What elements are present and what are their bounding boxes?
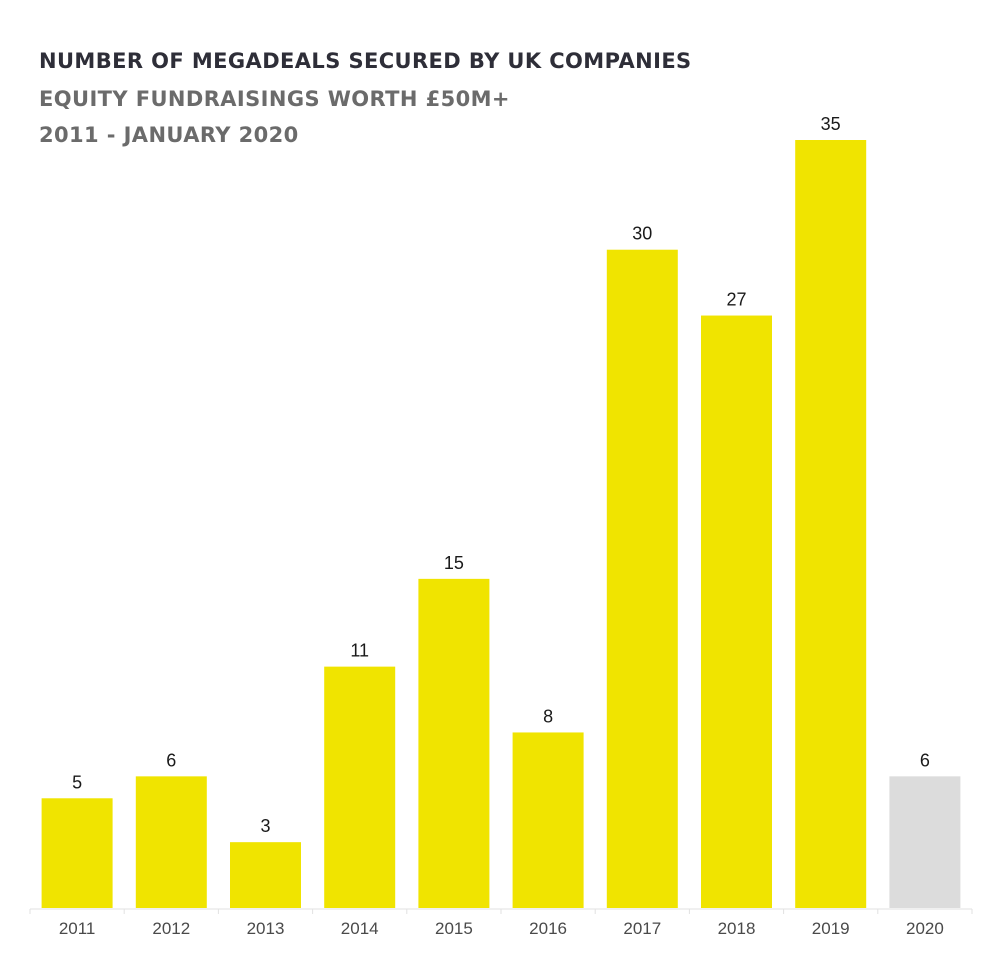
bar-2014	[324, 666, 396, 908]
bar-2011	[41, 798, 113, 908]
x-tick-label-2014: 2014	[341, 919, 379, 938]
chart-subtitle: EQUITY FUNDRAISINGS WORTH £50M+	[39, 87, 510, 111]
x-tick-label-2017: 2017	[623, 919, 661, 938]
value-labels-group: 5 6 3 11 15 8 30 27 35 6	[72, 114, 930, 836]
bars-group	[41, 140, 961, 908]
x-tick-label-2013: 2013	[247, 919, 285, 938]
x-tick-label-2011: 2011	[59, 919, 96, 938]
value-label-2015: 15	[444, 553, 464, 573]
bar-2012	[135, 776, 207, 908]
bar-2013	[230, 842, 301, 908]
x-tick-labels-group: 2011 2012 2013 2014 2015 2016 2017 2018 2019 2020	[59, 919, 944, 938]
value-label-2016: 8	[543, 706, 553, 726]
x-tick-label-2020: 2020	[906, 919, 944, 938]
bar-2018	[701, 315, 772, 908]
value-label-2020: 6	[920, 750, 930, 770]
chart-title: NUMBER OF MEGADEALS SECURED BY UK COMPAN…	[39, 49, 692, 73]
bar-2017	[606, 249, 678, 908]
value-label-2012: 6	[166, 750, 176, 770]
bar-2020	[889, 776, 961, 908]
chart-date-range: 2011 - JANUARY 2020	[39, 123, 299, 147]
x-tick-label-2012: 2012	[152, 919, 190, 938]
x-tick-label-2015: 2015	[435, 919, 473, 938]
value-label-2014: 11	[350, 641, 369, 661]
value-label-2018: 27	[726, 290, 746, 310]
value-label-2013: 3	[260, 816, 270, 836]
value-label-2017: 30	[632, 224, 652, 244]
bar-2016	[512, 732, 584, 908]
x-tick-label-2016: 2016	[529, 919, 567, 938]
x-tick-label-2018: 2018	[718, 919, 756, 938]
value-label-2011: 5	[72, 772, 82, 792]
bar-2015	[418, 578, 490, 908]
x-tick-label-2019: 2019	[812, 919, 850, 938]
bar-2019	[795, 140, 867, 908]
x-axis	[29, 908, 973, 914]
value-label-2019: 35	[821, 114, 841, 134]
